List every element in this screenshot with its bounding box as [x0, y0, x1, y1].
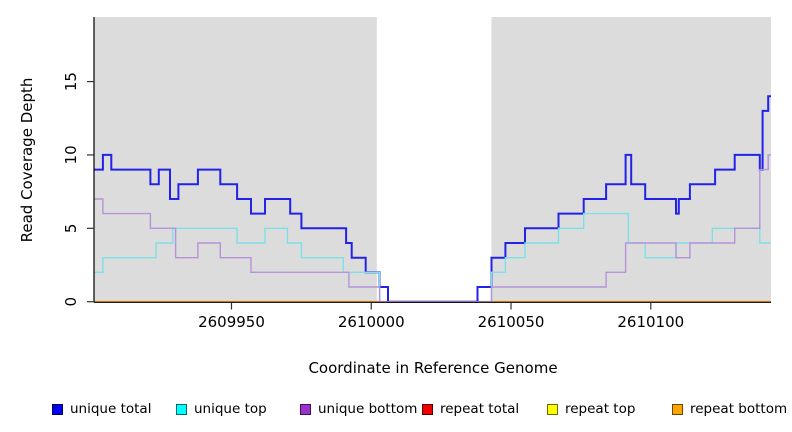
legend-item-unique-total: unique total — [52, 401, 151, 417]
legend-item-unique-bottom: unique bottom — [300, 401, 417, 417]
x-tick-label: 2610050 — [478, 313, 545, 331]
legend-label: repeat total — [440, 401, 520, 417]
legend-item-unique-top: unique top — [176, 401, 267, 417]
legend-swatch-unique-bottom — [300, 403, 311, 415]
y-tick-label: 5 — [62, 224, 80, 234]
legend-label: unique total — [70, 401, 152, 417]
x-tick-label: 2610000 — [338, 313, 405, 331]
y-axis-label: Read Coverage Depth — [18, 77, 36, 243]
legend-swatch-unique-top — [176, 403, 187, 415]
legend-swatch-repeat-bottom — [672, 403, 683, 415]
x-axis-label: Coordinate in Reference Genome — [308, 359, 558, 377]
legend-swatch-repeat-top — [547, 403, 558, 415]
y-tick-label: 15 — [62, 72, 80, 91]
legend-label: repeat bottom — [690, 401, 788, 417]
x-tick-label: 2609950 — [198, 313, 265, 331]
legend-item-repeat-top: repeat top — [547, 401, 635, 417]
legend-label: unique top — [194, 401, 267, 417]
legend-item-repeat-bottom: repeat bottom — [672, 401, 787, 417]
legend-swatch-unique-total — [52, 403, 63, 415]
coverage-plot: 2609950 2610000 2610050 2610100 0 5 10 15 — [62, 17, 771, 331]
legend-label: repeat top — [565, 401, 636, 417]
y-tick-label: 10 — [62, 145, 80, 164]
x-tick-label: 2610100 — [617, 313, 684, 331]
uncovered-region — [376, 17, 492, 302]
legend-swatch-repeat-total — [422, 403, 433, 415]
y-tick-label: 0 — [62, 297, 80, 307]
legend-label: unique bottom — [318, 401, 418, 417]
legend-item-repeat-total: repeat total — [422, 401, 519, 417]
